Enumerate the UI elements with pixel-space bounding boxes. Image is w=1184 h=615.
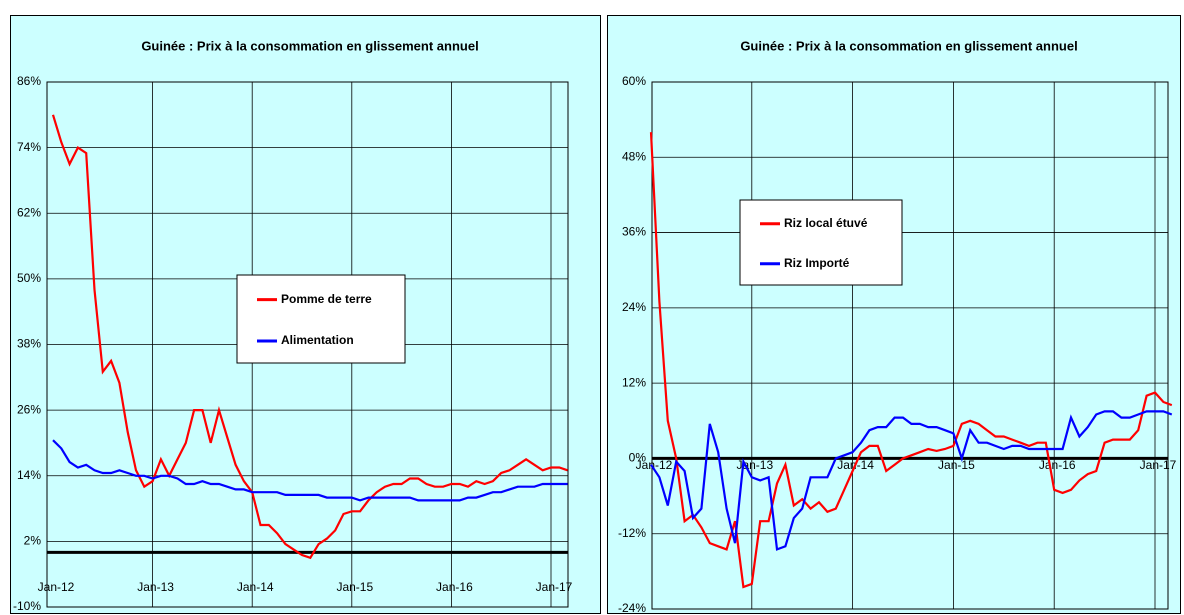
- y-tick-label: -24%: [618, 601, 646, 615]
- y-tick-label: 62%: [17, 205, 41, 219]
- y-tick-label: 26%: [17, 402, 41, 416]
- x-tick-label: Jan-14: [237, 580, 274, 594]
- y-tick-label: 14%: [17, 468, 41, 482]
- x-tick-label: Jan-15: [938, 458, 975, 472]
- y-tick-label: 50%: [17, 271, 41, 285]
- legend-label: Riz local étuvé: [784, 216, 868, 230]
- y-tick-label: 48%: [622, 149, 646, 163]
- y-tick-label: 60%: [622, 74, 646, 88]
- series-line: [650, 410, 1173, 551]
- y-tick-label: -10%: [13, 599, 41, 613]
- plot-area: [652, 82, 1168, 609]
- plot-border: [651, 81, 1169, 610]
- legend-label: Alimentation: [281, 333, 354, 347]
- plot-border: [46, 81, 569, 608]
- x-tick-label: Jan-15: [336, 580, 373, 594]
- legend-label: Pomme de terre: [281, 292, 372, 306]
- series-line: [649, 132, 1173, 589]
- x-tick-label: Jan-13: [137, 580, 174, 594]
- x-tick-label: Jan-13: [736, 458, 773, 472]
- y-tick-label: 36%: [622, 225, 646, 239]
- legend-box: [739, 199, 903, 286]
- y-tick-label: 74%: [17, 140, 41, 154]
- y-tick-label: 86%: [17, 74, 41, 88]
- y-tick-label: 38%: [17, 337, 41, 351]
- x-tick-label: Jan-16: [436, 580, 473, 594]
- y-tick-label: 24%: [622, 300, 646, 314]
- chart-title: Guinée : Prix à la consommation en gliss…: [141, 38, 478, 53]
- x-tick-label: Jan-17: [1140, 458, 1177, 472]
- y-tick-label: -12%: [618, 526, 646, 540]
- legend-box: [236, 274, 406, 364]
- x-tick-label: Jan-16: [1039, 458, 1076, 472]
- y-tick-label: 12%: [622, 375, 646, 389]
- legend-label: Riz Importé: [784, 256, 850, 270]
- x-tick-label: Jan-17: [536, 580, 573, 594]
- x-tick-label: Jan-12: [38, 580, 75, 594]
- x-tick-label: Jan-12: [636, 458, 673, 472]
- series-line: [52, 439, 568, 502]
- y-tick-label: 2%: [24, 534, 42, 548]
- y-tick-label: 0%: [629, 451, 647, 465]
- chart-title: Guinée : Prix à la consommation en gliss…: [740, 38, 1077, 53]
